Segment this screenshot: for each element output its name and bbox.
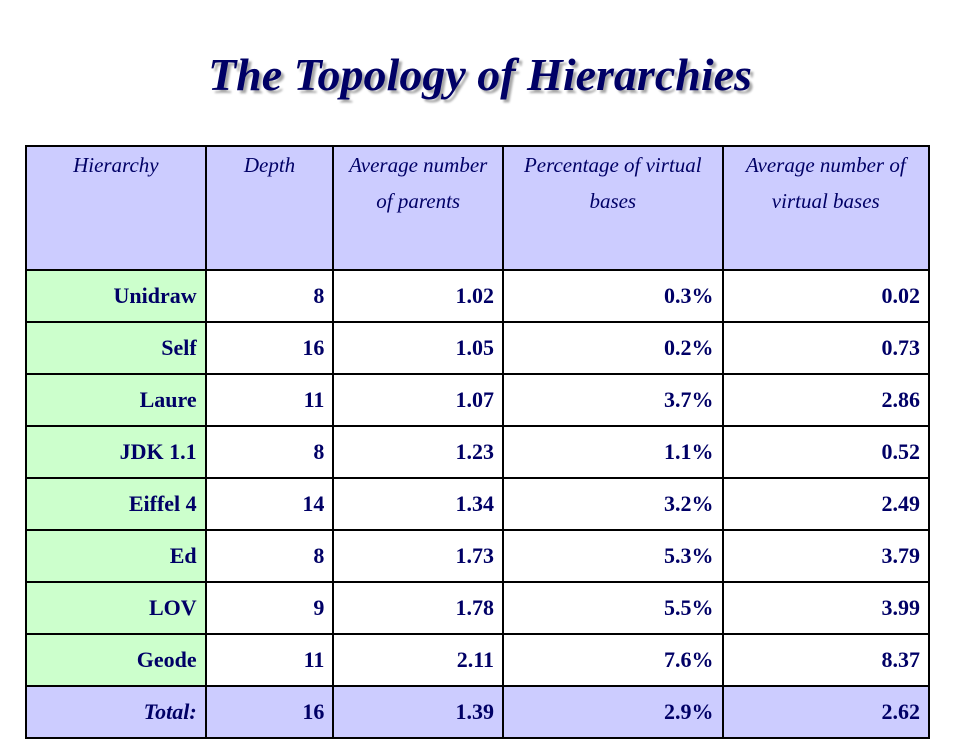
table-row: Unidraw 8 1.02 0.3% 0.02	[25, 269, 931, 323]
cell-hierarchy: Laure	[25, 373, 207, 427]
slide-title: The Topology of Hierarchies	[208, 49, 752, 100]
cell-avg-parents: 1.07	[332, 373, 505, 427]
cell-avg-parents: 1.34	[332, 477, 505, 531]
cell-depth: 8	[204, 269, 335, 323]
cell-avg-virtual-bases: 0.73	[721, 321, 931, 375]
cell-pct-virtual-bases: 3.2%	[502, 477, 724, 531]
cell-pct-virtual-bases: 0.2%	[502, 321, 724, 375]
cell-hierarchy: Self	[25, 321, 207, 375]
cell-depth: 9	[204, 581, 335, 635]
header-pct-virtual-bases: Percentage of virtual bases	[502, 145, 724, 271]
header-avg-parents: Average number of parents	[332, 145, 505, 271]
hierarchy-table: Hierarchy Depth Average number of parent…	[25, 145, 931, 739]
cell-pct-virtual-bases: 0.3%	[502, 269, 724, 323]
cell-avg-virtual-bases: 8.37	[721, 633, 931, 687]
header-hierarchy: Hierarchy	[25, 145, 207, 271]
cell-avg-parents: 1.02	[332, 269, 505, 323]
header-depth: Depth	[204, 145, 335, 271]
cell-depth: 16	[204, 321, 335, 375]
cell-avg-parents: 1.73	[332, 529, 505, 583]
cell-avg-virtual-bases: 2.86	[721, 373, 931, 427]
cell-avg-parents: 2.11	[332, 633, 505, 687]
cell-pct-virtual-bases: 5.5%	[502, 581, 724, 635]
cell-total-avg-parents: 1.39	[332, 685, 505, 739]
cell-depth: 14	[204, 477, 335, 531]
cell-avg-virtual-bases: 0.52	[721, 425, 931, 479]
table-header-row: Hierarchy Depth Average number of parent…	[25, 145, 931, 271]
cell-pct-virtual-bases: 5.3%	[502, 529, 724, 583]
cell-total-label: Total:	[25, 685, 207, 739]
cell-avg-virtual-bases: 3.79	[721, 529, 931, 583]
table-row: LOV 9 1.78 5.5% 3.99	[25, 581, 931, 635]
table-row: Laure 11 1.07 3.7% 2.86	[25, 373, 931, 427]
cell-hierarchy: Unidraw	[25, 269, 207, 323]
cell-avg-parents: 1.23	[332, 425, 505, 479]
header-avg-virtual-bases: Average number of virtual bases	[721, 145, 931, 271]
cell-total-pct-virtual-bases: 2.9%	[502, 685, 724, 739]
cell-depth: 11	[204, 373, 335, 427]
table-row: Eiffel 4 14 1.34 3.2% 2.49	[25, 477, 931, 531]
cell-avg-parents: 1.78	[332, 581, 505, 635]
cell-hierarchy: Eiffel 4	[25, 477, 207, 531]
cell-pct-virtual-bases: 3.7%	[502, 373, 724, 427]
cell-pct-virtual-bases: 1.1%	[502, 425, 724, 479]
table-total-row: Total: 16 1.39 2.9% 2.62	[25, 685, 931, 739]
cell-avg-virtual-bases: 2.49	[721, 477, 931, 531]
cell-hierarchy: LOV	[25, 581, 207, 635]
cell-hierarchy: Geode	[25, 633, 207, 687]
cell-depth: 8	[204, 529, 335, 583]
cell-avg-parents: 1.05	[332, 321, 505, 375]
cell-pct-virtual-bases: 7.6%	[502, 633, 724, 687]
table-row: Geode 11 2.11 7.6% 8.37	[25, 633, 931, 687]
cell-hierarchy: JDK 1.1	[25, 425, 207, 479]
cell-avg-virtual-bases: 0.02	[721, 269, 931, 323]
cell-hierarchy: Ed	[25, 529, 207, 583]
cell-total-depth: 16	[204, 685, 335, 739]
cell-total-avg-virtual-bases: 2.62	[721, 685, 931, 739]
table-row: Ed 8 1.73 5.3% 3.79	[25, 529, 931, 583]
table-row: Self 16 1.05 0.2% 0.73	[25, 321, 931, 375]
table-row: JDK 1.1 8 1.23 1.1% 0.52	[25, 425, 931, 479]
cell-depth: 11	[204, 633, 335, 687]
cell-avg-virtual-bases: 3.99	[721, 581, 931, 635]
cell-depth: 8	[204, 425, 335, 479]
